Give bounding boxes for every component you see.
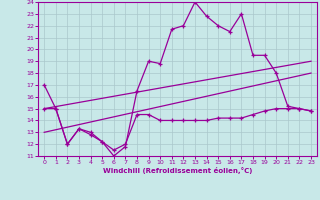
X-axis label: Windchill (Refroidissement éolien,°C): Windchill (Refroidissement éolien,°C) <box>103 167 252 174</box>
